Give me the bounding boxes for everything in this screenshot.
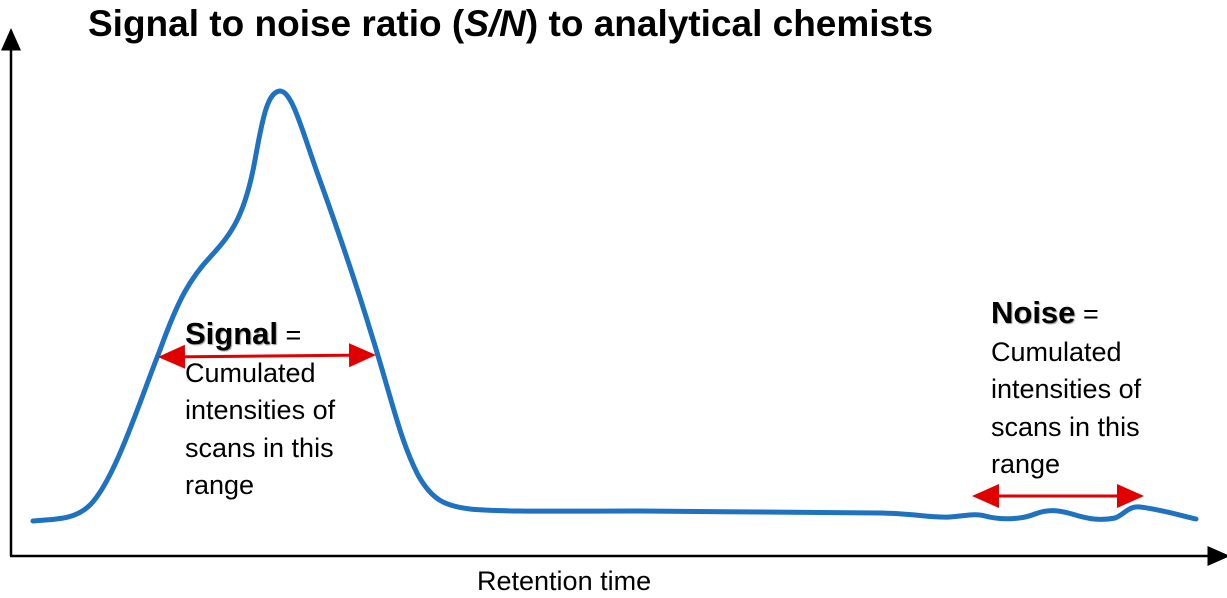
title-text-italic: S/N <box>464 3 526 44</box>
chromatogram-trace <box>30 88 1199 524</box>
signal-equals: = <box>285 320 302 350</box>
noise-desc-line: range <box>991 449 1061 479</box>
signal-range-arrow <box>158 343 376 369</box>
noise-desc-line: Cumulated <box>991 336 1122 367</box>
noise-callout: Noise = Cumulated intensities of scans i… <box>991 294 1141 484</box>
title-text-after: ) to analytical chemists <box>525 3 934 44</box>
noise-desc-line: scans in this <box>991 411 1140 442</box>
signal-desc-line: intensities of <box>185 395 336 425</box>
signal-desc-line: scans in this <box>185 432 334 463</box>
noise-equals: = <box>1082 299 1099 329</box>
title-text-before: Signal to noise ratio ( <box>88 3 465 44</box>
x-axis-label: Retention time <box>477 566 652 596</box>
signal-desc-line: range <box>185 470 255 500</box>
noise-heading: Noise <box>991 295 1076 330</box>
signal-heading: Signal <box>185 316 279 351</box>
chart-title: Signal to noise ratio (S/N) to analytica… <box>88 2 933 46</box>
signal-callout: Signal = Cumulated intensities of scans … <box>185 315 335 505</box>
signal-desc-line: Cumulated <box>185 357 316 388</box>
noise-desc-line: intensities of <box>991 374 1142 404</box>
